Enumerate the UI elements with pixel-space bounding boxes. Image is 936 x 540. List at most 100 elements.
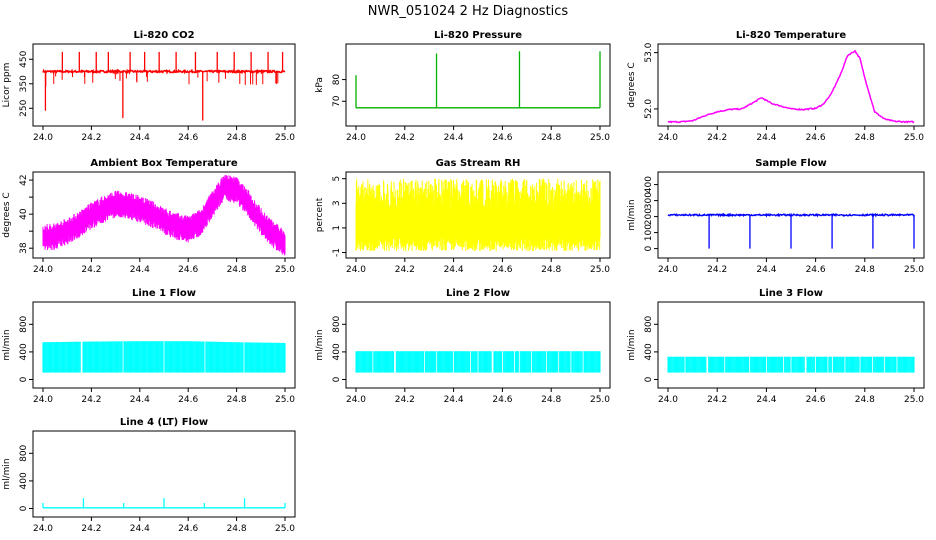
y-axis-label: kPa	[315, 77, 325, 93]
x-tick-label: 24.6	[492, 265, 512, 275]
panel-2: Li-820 Temperature degrees C 24.0 24.2 24.4 2…	[627, 30, 925, 143]
x-tick-label: 24.4	[130, 395, 150, 405]
series-7	[355, 351, 601, 373]
x-tick-label: 24.8	[855, 265, 875, 275]
x-tick-label: 24.2	[81, 265, 101, 275]
x-tick-label: 24.0	[346, 265, 366, 275]
panel-title: Line 2 Flow	[446, 288, 510, 299]
x-tick-label: 24.8	[227, 395, 247, 405]
y-tick-label: 400	[644, 343, 654, 360]
y-tick-label: 0	[19, 505, 29, 511]
y-tick-label: -1	[332, 248, 342, 257]
y-tick-label: 350	[19, 75, 29, 92]
panel-title: Li-820 CO2	[133, 30, 194, 41]
series-8	[667, 356, 915, 373]
plot-frame	[657, 43, 925, 127]
y-tick-label: 53.0	[644, 42, 654, 62]
x-tick-label: 24.4	[130, 133, 150, 143]
plot-frame	[345, 171, 611, 259]
panel-title: Ambient Box Temperature	[90, 158, 237, 169]
x-tick-label: 24.8	[541, 395, 561, 405]
panel-9: Line 4 (LT) Flow ml/min 24.0 24.2 24.4 24.6 24…	[2, 417, 296, 534]
y-tick-label: 400	[644, 176, 654, 193]
x-tick-label: 24.4	[444, 265, 464, 275]
y-tick-label: 400	[332, 343, 342, 360]
y-axis-label: percent	[315, 197, 325, 232]
x-tick-label: 24.4	[756, 133, 776, 143]
x-tick-label: 24.0	[346, 395, 366, 405]
series-4	[355, 178, 601, 252]
x-tick-label: 24.2	[707, 395, 727, 405]
y-tick-label: 800	[19, 315, 29, 332]
x-tick-label: 24.6	[492, 395, 512, 405]
panel-title: Gas Stream RH	[436, 158, 521, 169]
panel-4: Gas Stream RH percent 24.0 24.2 24.4 24.6 24.8…	[315, 158, 611, 275]
x-tick-label: 24.2	[81, 395, 101, 405]
panel-7: Line 2 Flow ml/min 24.0 24.2 24.4 24.6 24.8 25.…	[315, 288, 611, 405]
x-tick-label: 24.8	[541, 265, 561, 275]
y-tick-label: 0	[644, 245, 654, 251]
panel-title: Li-820 Temperature	[736, 30, 846, 41]
x-tick-label: 24.6	[178, 395, 198, 405]
series-2	[667, 49, 915, 124]
series-5	[667, 212, 915, 249]
x-tick-label: 25.0	[904, 265, 924, 275]
plot-frame	[32, 430, 296, 518]
y-tick-label: 200	[644, 208, 654, 225]
x-tick-label: 24.0	[658, 265, 678, 275]
y-tick-label: 0	[644, 376, 654, 382]
y-tick-label: 70	[332, 95, 342, 107]
panel-title: Line 3 Flow	[759, 288, 823, 299]
x-tick-label: 24.4	[756, 265, 776, 275]
x-tick-label: 24.6	[178, 265, 198, 275]
y-axis-label: degrees C	[627, 62, 637, 107]
panel-6: Line 1 Flow ml/min 24.0 24.2 24.4 24.6 24.8 25.…	[2, 288, 296, 405]
y-tick-label: 800	[19, 444, 29, 461]
plot-frame	[345, 43, 611, 127]
x-tick-label: 25.0	[590, 265, 610, 275]
x-tick-label: 24.8	[541, 133, 561, 143]
x-tick-label: 24.6	[806, 265, 826, 275]
y-tick-label: 800	[644, 315, 654, 332]
plot-frame	[32, 171, 296, 259]
series-6	[42, 341, 286, 373]
y-axis-label: ml/min	[627, 329, 637, 360]
x-tick-label: 24.6	[492, 133, 512, 143]
y-axis-label: ml/min	[2, 329, 12, 360]
y-tick-label: 100	[644, 224, 654, 241]
y-tick-label: 0	[19, 376, 29, 382]
x-tick-label: 24.6	[806, 395, 826, 405]
panel-title: Line 1 Flow	[132, 288, 196, 299]
series-line	[667, 212, 915, 218]
x-tick-label: 24.0	[33, 133, 53, 143]
y-tick-label: 52.0	[644, 99, 654, 119]
plot-frame	[345, 301, 611, 389]
x-tick-label: 25.0	[275, 133, 295, 143]
x-tick-label: 25.0	[275, 265, 295, 275]
x-tick-label: 24.0	[346, 133, 366, 143]
y-tick-label: 300	[644, 192, 654, 209]
plot-frame	[32, 301, 296, 389]
x-tick-label: 24.2	[395, 395, 415, 405]
x-tick-label: 24.4	[444, 133, 464, 143]
x-tick-label: 24.0	[33, 265, 53, 275]
series-1	[355, 51, 601, 109]
x-tick-label: 24.6	[178, 524, 198, 534]
panel-title: Sample Flow	[755, 158, 827, 169]
x-tick-label: 25.0	[275, 395, 295, 405]
panel-8: Line 3 Flow ml/min 24.0 24.2 24.4 24.6 24.8 25.…	[627, 288, 925, 405]
y-axis-label: ml/min	[315, 329, 325, 360]
x-tick-label: 25.0	[904, 395, 924, 405]
y-tick-label: 450	[19, 50, 29, 67]
x-tick-label: 24.8	[855, 395, 875, 405]
x-tick-label: 24.4	[130, 524, 150, 534]
y-tick-label: 1	[332, 225, 342, 231]
x-tick-label: 24.8	[855, 133, 875, 143]
x-tick-label: 24.8	[227, 133, 247, 143]
x-tick-label: 25.0	[590, 133, 610, 143]
y-tick-label: 42	[19, 174, 29, 185]
plot-frame	[657, 301, 925, 389]
y-axis-label: ml/min	[627, 199, 637, 230]
plot-frame	[32, 43, 296, 127]
